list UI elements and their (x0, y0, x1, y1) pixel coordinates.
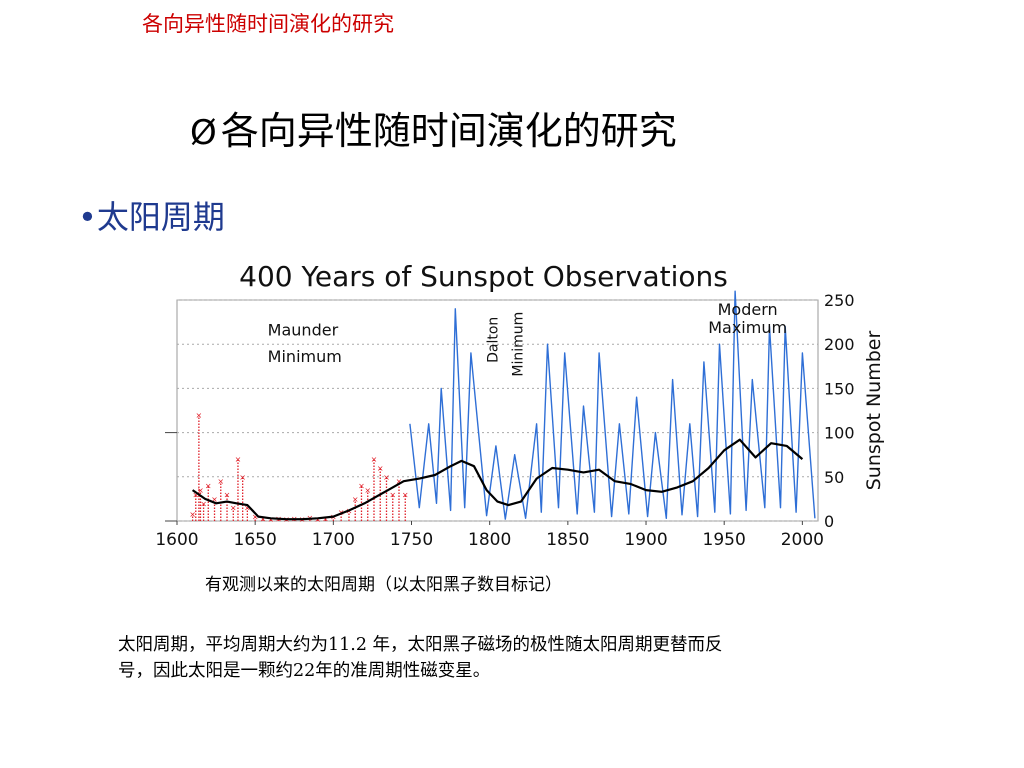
smoothed-sunspot-curve (191, 438, 804, 521)
red-observation-mark: × (322, 514, 329, 523)
x-tick-label-1900: 1900 (624, 530, 667, 550)
red-observation-mark: × (364, 486, 371, 495)
slide-title-row: Ø 各向异性随时间演化的研究 (190, 100, 677, 155)
red-observation-mark: × (197, 486, 204, 495)
slide-title: 各向异性随时间演化的研究 (220, 109, 677, 153)
y-tick-label-0: 0 (824, 512, 834, 531)
red-observation-mark: × (239, 473, 246, 482)
red-observation-mark: × (211, 495, 218, 504)
bullet-dot-icon: • (78, 198, 97, 236)
y-tick-label-200: 200 (824, 335, 855, 354)
red-observation-mark: × (267, 515, 274, 524)
red-observation-mark: × (196, 411, 203, 420)
body-line-1: 太阳周期，平均周期大约为11.2 年，太阳黑子磁场的极性随太阳周期更替而反 (118, 635, 723, 655)
x-tick-label-1850: 1850 (546, 530, 589, 550)
y-tick-label-150: 150 (824, 379, 855, 398)
x-tick-label-1650: 1650 (234, 530, 277, 550)
red-observation-mark: × (389, 490, 396, 499)
red-observation-mark: × (252, 513, 259, 522)
x-tick-label-1750: 1750 (390, 530, 433, 550)
bullet-row: •太阳周期 (78, 192, 225, 238)
blue-sunspot-series (409, 290, 816, 520)
red-observation-mark: × (189, 510, 196, 519)
y-tick-label-250: 250 (824, 291, 855, 310)
annotation-dalton-line1: Dalton (486, 317, 502, 363)
red-observation-mark: × (402, 490, 409, 499)
x-tick-label-1600: 1600 (155, 530, 198, 550)
red-observation-mark: × (224, 490, 231, 499)
sunspot-chart: 400 Years of Sunspot Observations 0 50 100 1… (155, 260, 885, 550)
annotation-maunder-line2: Minimum (268, 347, 342, 366)
x-tick-label-2000: 2000 (781, 530, 824, 550)
chart-title: 400 Years of Sunspot Observations (239, 260, 728, 293)
slide-header: 各向异性随时间演化的研究 (142, 12, 394, 36)
red-observation-mark: × (230, 504, 237, 513)
red-observation-mark: × (235, 455, 242, 464)
red-observation-mark: × (371, 455, 378, 464)
y-tick-label-100: 100 (824, 424, 855, 443)
plot-frame (176, 299, 819, 522)
bullet-text: 太阳周期 (96, 198, 225, 236)
red-observation-mark: × (260, 514, 267, 523)
annotation-dalton-line2: Minimum (511, 312, 527, 377)
red-observation-mark: × (377, 464, 384, 473)
red-observation-mark: × (217, 477, 224, 486)
annotation-maunder-line1: Maunder (268, 320, 339, 339)
body-line-2: 号，因此太阳是一颗约22年的准周期性磁变星。 (118, 661, 491, 681)
chart-caption: 有观测以来的太阳周期（以太阳黑子数目标记） (205, 575, 562, 595)
x-tick-label-1800: 1800 (468, 530, 511, 550)
annotation-modern-line2: Maximum (708, 318, 787, 337)
x-tick-label-1700: 1700 (312, 530, 355, 550)
red-observation-mark: × (200, 499, 207, 508)
body-paragraph: 太阳周期，平均周期大约为11.2 年，太阳黑子磁场的极性随太阳周期更替而反 号，… (118, 632, 908, 684)
x-tick-label-1950: 1950 (703, 530, 746, 550)
red-observation-mark: × (244, 504, 251, 513)
red-observation-mark: × (192, 490, 199, 499)
red-observation-mark: × (383, 473, 390, 482)
red-observation-mark: × (352, 495, 359, 504)
annotation-modern-line1: Modern (718, 300, 778, 319)
y-axis-label: Sunspot Number (863, 331, 885, 491)
red-observation-mark: × (358, 482, 365, 491)
red-observation-mark: × (205, 482, 212, 491)
y-tick-label-50: 50 (824, 468, 844, 487)
red-observation-mark: × (396, 477, 403, 486)
red-observation-mark: × (314, 515, 321, 524)
arrow-bullet-icon: Ø (190, 113, 217, 153)
